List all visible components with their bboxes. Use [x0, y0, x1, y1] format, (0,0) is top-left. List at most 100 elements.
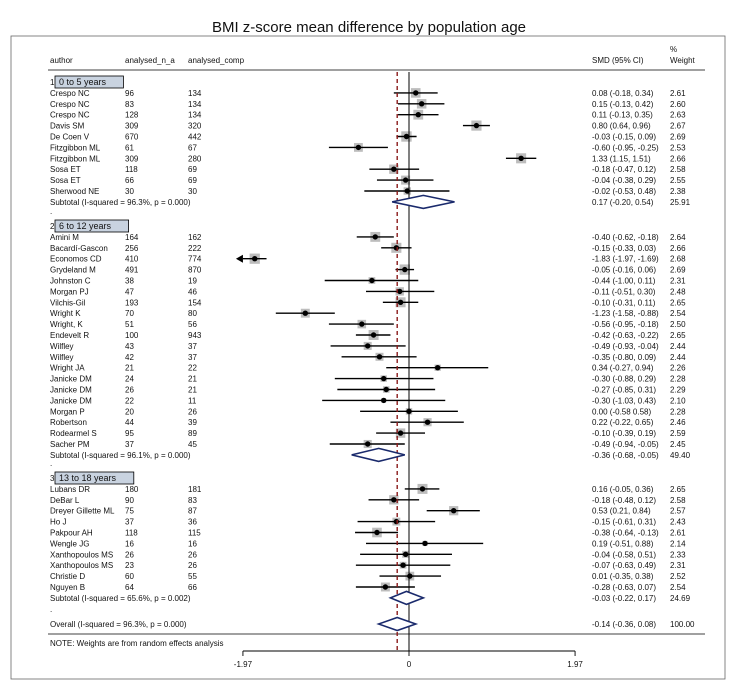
study-weight: 2.66 — [670, 244, 686, 253]
study-n-a: 61 — [125, 143, 134, 152]
study-ci: 0.01 (-0.35, 0.38) — [592, 572, 654, 581]
study-ci: -0.07 (-0.63, 0.49) — [592, 561, 656, 570]
study-weight: 2.50 — [670, 320, 686, 329]
study-n-a: 309 — [125, 154, 139, 163]
point-estimate — [402, 177, 409, 183]
study-n-a: 75 — [125, 507, 134, 516]
study-ci: -0.04 (-0.58, 0.51) — [592, 550, 656, 559]
study-ci: -0.60 (-0.95, -0.25) — [592, 143, 659, 152]
summary-diamond — [388, 590, 426, 606]
study-author: Pakpour AH — [50, 529, 93, 538]
study-weight: 2.54 — [670, 583, 686, 592]
study-comp: 943 — [188, 331, 202, 340]
study-n-a: 43 — [125, 342, 134, 351]
point-estimate — [424, 419, 431, 425]
subtotal-label: Subtotal (I-squared = 96.1%, p = 0.000) — [50, 451, 191, 460]
study-n-a: 60 — [125, 572, 134, 581]
study-weight: 2.57 — [670, 507, 686, 516]
point-estimate — [355, 144, 362, 151]
point-estimate — [397, 299, 404, 305]
col-header-comp: analysed_comp — [188, 56, 245, 65]
study-weight: 2.46 — [670, 418, 686, 427]
study-ci: 0.00 (-0.58 0.58) — [592, 407, 651, 416]
study-ci: -0.11 (-0.51, 0.30) — [592, 287, 656, 296]
group-label: 6 to 12 years — [59, 221, 112, 231]
study-author: Xanthopoulos MS — [50, 550, 113, 559]
study-ci: 1.33 (1.15, 1.51) — [592, 154, 651, 163]
study-weight: 2.44 — [670, 342, 686, 351]
study-ci: 0.34 (-0.27, 0.94) — [592, 364, 654, 373]
study-author: Morgan PJ — [50, 287, 89, 296]
point-estimate — [402, 551, 409, 557]
summary-diamond — [351, 447, 405, 463]
study-weight: 2.59 — [670, 429, 686, 438]
point-estimate — [370, 332, 377, 338]
study-weight: 2.43 — [670, 518, 686, 527]
study-author: Wright JA — [50, 364, 85, 373]
group-number: 2 — [50, 222, 55, 231]
subtotal-ci: -0.36 (-0.68, -0.05) — [592, 451, 659, 460]
study-author: Sosa ET — [50, 176, 81, 185]
study-ci: 0.22 (-0.22, 0.65) — [592, 418, 654, 427]
group-label: 0 to 5 years — [59, 77, 107, 87]
point-estimate — [518, 155, 524, 161]
study-weight: 2.38 — [670, 187, 686, 196]
study-n-a: 23 — [125, 561, 134, 570]
study-weight: 2.26 — [670, 364, 686, 373]
study-ci: -0.44 (-1.00, 0.11) — [592, 277, 656, 286]
study-comp: 83 — [188, 496, 197, 505]
study-ci: -0.05 (-0.16, 0.06) — [592, 266, 656, 275]
study-ci: -0.02 (-0.53, 0.48) — [592, 187, 656, 196]
study-comp: 442 — [188, 133, 202, 142]
study-comp: 26 — [188, 407, 197, 416]
study-weight: 2.61 — [670, 89, 686, 98]
study-ci: -0.03 (-0.15, 0.09) — [592, 133, 656, 142]
chart-title: BMI z-score mean difference by populatio… — [212, 19, 526, 36]
study-n-a: 24 — [125, 375, 134, 384]
overall-label: Overall (I-squared = 96.3%, p = 0.000) — [50, 620, 187, 629]
overall-separator-dot: . — [50, 605, 52, 614]
study-weight: 2.69 — [670, 266, 686, 275]
study-n-a: 22 — [125, 396, 134, 405]
x-tick-label: 1.97 — [567, 660, 583, 669]
point-estimate — [381, 397, 387, 404]
study-author: Christie D — [50, 572, 85, 581]
study-n-a: 16 — [125, 539, 134, 548]
x-tick-label: -1.97 — [234, 660, 253, 669]
study-weight: 2.61 — [670, 529, 686, 538]
study-ci: -1.23 (-1.58, -0.88) — [592, 309, 659, 318]
point-estimate — [376, 354, 383, 360]
study-comp: 21 — [188, 386, 197, 395]
study-comp: 80 — [188, 309, 197, 318]
col-header-smd: SMD (95% CI) — [592, 56, 644, 65]
overall-ci: -0.14 (-0.36, 0.08) — [592, 620, 656, 629]
point-estimate — [413, 90, 419, 96]
study-ci: -0.49 (-0.94, -0.05) — [592, 440, 659, 449]
study-n-a: 180 — [125, 485, 139, 494]
study-comp: 154 — [188, 298, 202, 307]
study-ci: 0.53 (0.21, 0.84) — [592, 507, 651, 516]
study-comp: 162 — [188, 233, 202, 242]
col-header-n-a: analysed_n_a — [125, 56, 175, 65]
study-weight: 2.10 — [670, 396, 686, 405]
group-separator-dot: . — [50, 207, 52, 216]
study-ci: -0.35 (-0.80, 0.09) — [592, 353, 656, 362]
study-author: Wright, K — [50, 320, 83, 329]
study-author: Fitzgibbon ML — [50, 143, 101, 152]
study-comp: 69 — [188, 176, 197, 185]
point-estimate — [252, 256, 258, 262]
study-n-a: 164 — [125, 233, 139, 242]
study-weight: 2.68 — [670, 255, 686, 264]
study-n-a: 100 — [125, 331, 139, 340]
study-comp: 37 — [188, 353, 197, 362]
study-comp: 87 — [188, 507, 197, 516]
study-ci: -0.18 (-0.48, 0.12) — [592, 496, 656, 505]
study-ci: -0.40 (-0.62, -0.18) — [592, 233, 659, 242]
study-n-a: 21 — [125, 364, 134, 373]
col-header-weight: Weight — [670, 56, 696, 65]
study-comp: 89 — [188, 429, 197, 438]
study-n-a: 83 — [125, 100, 134, 109]
point-estimate — [302, 310, 309, 316]
study-author: Crespo NC — [50, 89, 90, 98]
point-estimate — [422, 540, 428, 547]
